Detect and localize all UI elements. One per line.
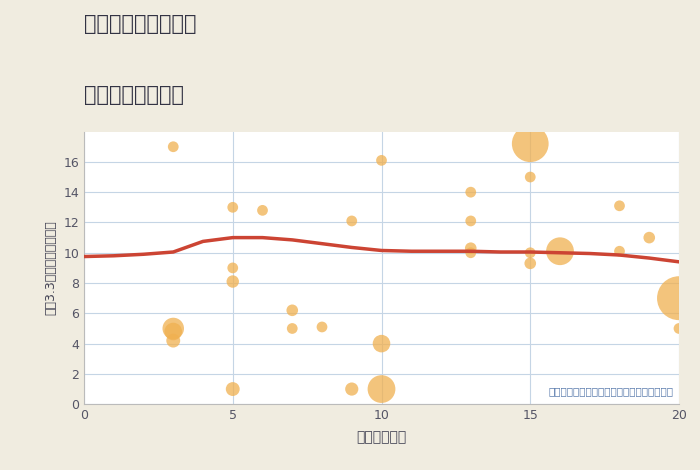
- Y-axis label: 坪（3.3㎡）単価（万円）: 坪（3.3㎡）単価（万円）: [45, 220, 57, 315]
- Point: [168, 143, 179, 150]
- Point: [465, 217, 476, 225]
- Point: [525, 259, 536, 267]
- Point: [227, 204, 238, 211]
- Point: [316, 323, 328, 331]
- Point: [346, 385, 357, 393]
- Point: [614, 248, 625, 255]
- Point: [644, 234, 655, 242]
- Point: [227, 385, 238, 393]
- Point: [525, 140, 536, 148]
- Point: [287, 306, 298, 314]
- Text: 岐阜県関市下之保の: 岐阜県関市下之保の: [84, 14, 197, 34]
- Point: [376, 157, 387, 164]
- Text: 駅距離別土地価格: 駅距離別土地価格: [84, 85, 184, 105]
- Point: [376, 385, 387, 393]
- Point: [465, 244, 476, 252]
- Point: [168, 325, 179, 332]
- X-axis label: 駅距離（分）: 駅距離（分）: [356, 431, 407, 445]
- Point: [554, 248, 566, 255]
- Point: [465, 188, 476, 196]
- Point: [465, 249, 476, 257]
- Point: [227, 264, 238, 272]
- Point: [168, 328, 179, 335]
- Text: 円の大きさは、取引のあった物件面積を示す: 円の大きさは、取引のあった物件面積を示す: [548, 386, 673, 396]
- Point: [287, 325, 298, 332]
- Point: [227, 278, 238, 285]
- Point: [257, 207, 268, 214]
- Point: [168, 337, 179, 345]
- Point: [673, 325, 685, 332]
- Point: [346, 217, 357, 225]
- Point: [614, 202, 625, 210]
- Point: [673, 294, 685, 302]
- Point: [525, 249, 536, 257]
- Point: [525, 173, 536, 181]
- Point: [376, 340, 387, 347]
